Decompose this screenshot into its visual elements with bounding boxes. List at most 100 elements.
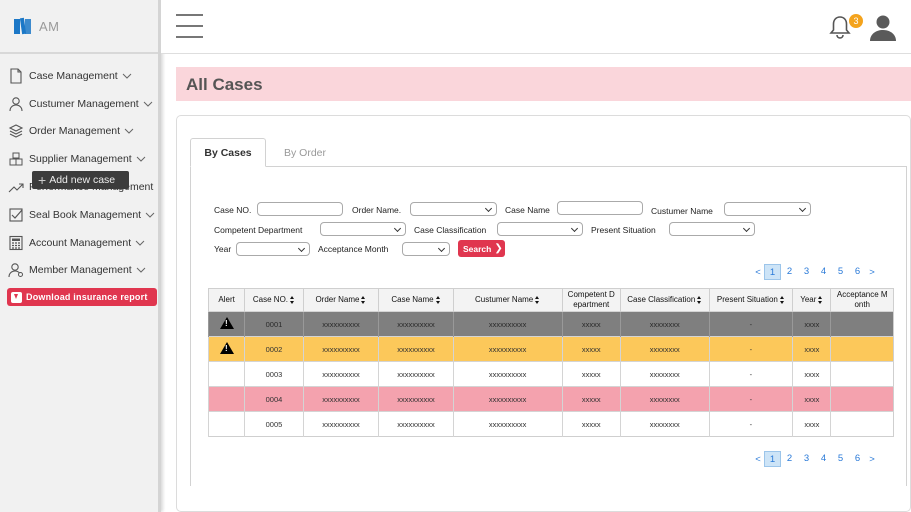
sidebar-item-label: Order Management [29, 125, 121, 138]
case-name-cell: xxxxxxxxxx [378, 311, 454, 337]
case-name-cell: xxxxxxxxxx [378, 336, 454, 362]
pagination-page[interactable]: 5 [837, 266, 844, 277]
acceptance-month-cell [830, 336, 894, 362]
sidebar-item-supplier-management[interactable]: Supplier Management [8, 145, 158, 173]
pagination-page[interactable]: 1 [764, 264, 781, 280]
sidebar: AM Case Management Custumer Management O… [0, 0, 161, 512]
sidebar-item-order-management[interactable]: Order Management [8, 118, 158, 146]
present-situation-cell: - [708, 361, 793, 387]
present-situation-cell: - [708, 336, 793, 362]
alert-cell [207, 386, 245, 412]
chevron-down-icon [124, 129, 134, 135]
person-icon [9, 96, 23, 111]
pagination-prev[interactable]: < [755, 453, 761, 465]
logo[interactable]: AM [0, 0, 158, 54]
year-select[interactable] [236, 242, 310, 256]
pagination-page[interactable]: 6 [854, 453, 861, 464]
col-order-name[interactable]: Order Name [302, 288, 379, 312]
competent-department-select[interactable] [320, 222, 406, 236]
col-present-situation[interactable]: Present Situation [708, 288, 793, 312]
trend-icon [8, 183, 24, 193]
pagination-page[interactable]: 4 [820, 266, 827, 277]
custumer-name-select[interactable] [724, 202, 811, 216]
col-alert: Alert [207, 288, 245, 312]
order-name-cell: xxxxxxxxxx [302, 386, 379, 412]
download-insurance-report-button[interactable]: Download insurance report [7, 288, 157, 306]
pagination-page[interactable]: 1 [764, 451, 781, 467]
case-no-input[interactable] [257, 202, 343, 216]
title-band: All Cases [176, 67, 911, 101]
member-icon [8, 263, 23, 278]
chevron-right-icon: ❯ [494, 243, 503, 254]
case-name-input[interactable] [557, 201, 643, 215]
case-classification-label: Case Classification [414, 225, 487, 235]
pagination-page[interactable]: 5 [837, 453, 844, 464]
sort-icon [290, 295, 295, 304]
col-case-name[interactable]: Case Name [378, 288, 454, 312]
pagination-page[interactable]: 4 [820, 453, 827, 464]
sidebar-item-seal-book-management[interactable]: Seal Book Management [8, 201, 158, 229]
order-name-select[interactable] [410, 202, 497, 216]
hamburger-menu-icon[interactable] [176, 14, 203, 40]
table-row[interactable]: 0004 xxxxxxxxxx xxxxxxxxxx xxxxxxxxxx xx… [207, 386, 894, 412]
sidebar-item-member-management[interactable]: Member Management [8, 257, 158, 285]
bell-icon[interactable] [829, 15, 851, 39]
col-acceptance-month[interactable]: Acceptance M onth [830, 288, 894, 312]
case-no-label: Case NO. [214, 205, 252, 215]
document-icon [10, 68, 22, 84]
pagination-page[interactable]: 3 [803, 453, 810, 464]
acceptance-month-select[interactable] [402, 242, 450, 256]
competent-department-cell: xxxxx [561, 411, 621, 437]
case-classification-select[interactable] [497, 222, 583, 236]
col-competent-department[interactable]: Competent D epartment [561, 288, 621, 312]
pagination-page[interactable]: 6 [854, 266, 861, 277]
sort-icon [779, 295, 785, 304]
table-row[interactable]: 0003 xxxxxxxxxx xxxxxxxxxx xxxxxxxxxx xx… [207, 361, 894, 387]
table-row[interactable]: 0005 xxxxxxxxxx xxxxxxxxxx xxxxxxxxxx xx… [207, 411, 894, 437]
pagination-next[interactable]: > [869, 266, 875, 278]
custumer-name-cell: xxxxxxxxxx [452, 361, 563, 387]
case-classification-cell: xxxxxxxx [619, 386, 710, 412]
present-situation-select[interactable] [669, 222, 755, 236]
sidebar-item-account-management[interactable]: Account Management [8, 229, 158, 257]
user-avatar-icon[interactable] [869, 14, 897, 42]
col-year[interactable]: Year [792, 288, 831, 312]
top-bar: 3 [161, 0, 911, 54]
pagination-page[interactable]: 2 [786, 453, 793, 464]
alert-cell [207, 411, 245, 437]
table-row[interactable]: 0002 xxxxxxxxxx xxxxxxxxxx xxxxxxxxxx xx… [207, 336, 894, 362]
add-new-case-button[interactable]: + Add new case [32, 171, 129, 189]
tab-by-cases[interactable]: By Cases [190, 138, 266, 167]
cases-table: Alert Case NO. Order Name Case Name Cust… [207, 288, 894, 437]
competent-department-cell: xxxxx [561, 311, 621, 337]
col-custumer-name[interactable]: Custumer Name [452, 288, 563, 312]
col-case-no[interactable]: Case NO. [244, 288, 304, 312]
case-no-cell: 0005 [244, 411, 304, 437]
alert-cell [207, 311, 245, 337]
sidebar-item-label: Member Management [29, 264, 132, 277]
table-row[interactable]: 0001 xxxxxxxxxx xxxxxxxxxx xxxxxxxxxx xx… [207, 311, 894, 337]
year-cell: xxxx [792, 386, 831, 412]
chevron-down-icon [145, 212, 155, 218]
present-situation-cell: - [708, 311, 793, 337]
pagination-page[interactable]: 3 [803, 266, 810, 277]
tab-by-order[interactable]: By Order [283, 146, 326, 159]
sidebar-item-label: Seal Book Management [29, 208, 142, 221]
pagination-page[interactable]: 2 [786, 266, 793, 277]
sidebar-item-case-management[interactable]: Case Management [8, 62, 158, 90]
pagination-prev[interactable]: < [755, 266, 761, 278]
pagination-next[interactable]: > [869, 453, 875, 465]
competent-department-cell: xxxxx [561, 386, 621, 412]
calculator-icon [9, 235, 23, 250]
col-case-classification[interactable]: Case Classification [619, 288, 710, 312]
acceptance-month-cell [830, 386, 894, 412]
book-logo-icon [14, 17, 31, 35]
sidebar-item-label: Case Management [29, 69, 118, 82]
year-cell: xxxx [792, 311, 831, 337]
sidebar-item-custumer-management[interactable]: Custumer Management [8, 90, 158, 118]
order-name-cell: xxxxxxxxxx [302, 336, 379, 362]
table-header-row: Alert Case NO. Order Name Case Name Cust… [207, 288, 894, 312]
case-name-cell: xxxxxxxxxx [378, 411, 454, 437]
logo-text: AM [39, 18, 60, 34]
search-button[interactable]: Search ❯ [458, 240, 505, 257]
